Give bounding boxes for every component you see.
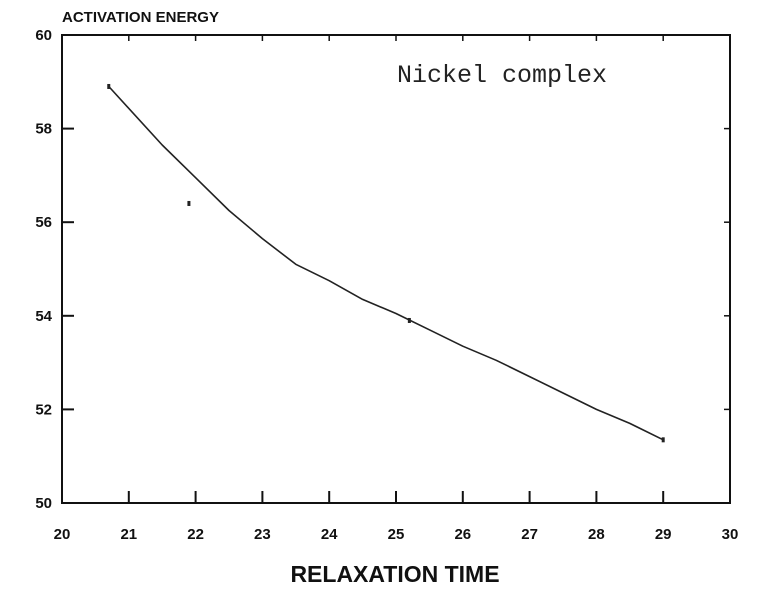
fit-curve (108, 85, 664, 441)
plot-frame (61, 34, 731, 504)
y-axis-title: ACTIVATION ENERGY (62, 9, 219, 26)
y-tick-label: 54 (35, 308, 52, 325)
x-tick-label: 29 (655, 526, 672, 543)
x-tick-label: 21 (120, 526, 137, 543)
data-point (661, 437, 665, 443)
x-tick-label: 25 (388, 526, 405, 543)
x-tick-label: 24 (321, 526, 338, 543)
x-tick-label: 20 (54, 526, 71, 543)
x-tick-label: 30 (722, 526, 739, 543)
data-point (187, 200, 191, 206)
y-tick-label: 58 (35, 121, 52, 138)
y-tick-label: 56 (35, 214, 52, 231)
x-tick-label: 22 (187, 526, 204, 543)
x-tick-label: 26 (454, 526, 471, 543)
y-tick-label: 60 (35, 27, 52, 44)
y-tick-label: 50 (35, 495, 52, 512)
data-point (407, 317, 411, 323)
plot-area: 20 21 22 23 24 25 26 27 28 29 30 50 52 54 56 58 60 (35, 27, 738, 543)
x-tick-label: 28 (588, 526, 605, 543)
y-tick-label: 52 (35, 401, 52, 418)
x-tick-label: 27 (521, 526, 538, 543)
annotation-label: Nickel complex (397, 61, 607, 90)
x-tick-label: 23 (254, 526, 271, 543)
data-point (107, 83, 111, 89)
x-axis-title: RELAXATION TIME (290, 561, 499, 587)
